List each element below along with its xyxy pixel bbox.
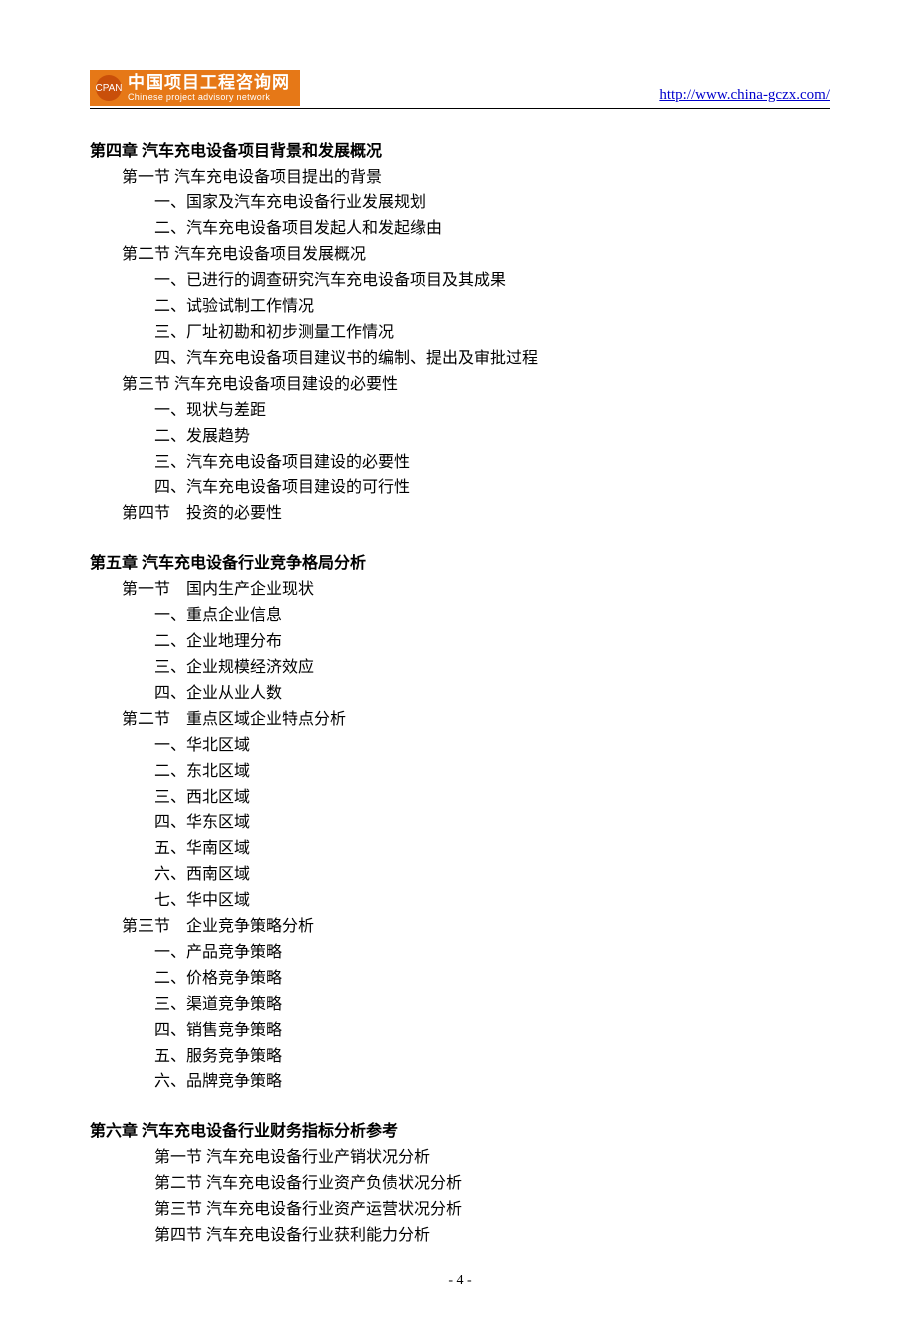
logo-badge-icon: CPAN — [96, 75, 122, 101]
toc-item: 三、厂址初勘和初步测量工作情况 — [90, 320, 830, 346]
toc-item: 三、企业规模经济效应 — [90, 655, 830, 681]
toc-item: 四、华东区域 — [90, 810, 830, 836]
toc-item: 四、销售竞争策略 — [90, 1018, 830, 1044]
toc-item: 一、华北区域 — [90, 733, 830, 759]
section-heading: 第三节 汽车充电设备项目建设的必要性 — [90, 372, 830, 398]
logo-title-cn: 中国项目工程咨询网 — [128, 74, 290, 93]
section-heading: 第三节 汽车充电设备行业资产运营状况分析 — [90, 1197, 830, 1223]
section-heading: 第四节 投资的必要性 — [90, 501, 830, 527]
logo-title-en: Chinese project advisory network — [128, 93, 290, 103]
section-heading: 第二节 汽车充电设备项目发展概况 — [90, 242, 830, 268]
toc-item: 一、重点企业信息 — [90, 603, 830, 629]
toc-item: 二、试验试制工作情况 — [90, 294, 830, 320]
toc-item: 二、发展趋势 — [90, 424, 830, 450]
toc-item: 一、已进行的调查研究汽车充电设备项目及其成果 — [90, 268, 830, 294]
toc-item: 三、西北区域 — [90, 785, 830, 811]
section-heading: 第二节 重点区域企业特点分析 — [90, 707, 830, 733]
toc-item: 二、企业地理分布 — [90, 629, 830, 655]
logo-text: 中国项目工程咨询网 Chinese project advisory netwo… — [128, 74, 290, 103]
toc-item: 一、国家及汽车充电设备行业发展规划 — [90, 190, 830, 216]
toc-item: 六、品牌竞争策略 — [90, 1069, 830, 1095]
section-heading: 第三节 企业竞争策略分析 — [90, 914, 830, 940]
toc-item: 六、西南区域 — [90, 862, 830, 888]
site-logo: CPAN 中国项目工程咨询网 Chinese project advisory … — [90, 70, 300, 106]
toc-item: 三、汽车充电设备项目建设的必要性 — [90, 450, 830, 476]
document-page: CPAN 中国项目工程咨询网 Chinese project advisory … — [0, 0, 920, 1329]
section-heading: 第二节 汽车充电设备行业资产负债状况分析 — [90, 1171, 830, 1197]
toc-item: 五、华南区域 — [90, 836, 830, 862]
toc-item: 二、价格竞争策略 — [90, 966, 830, 992]
toc-item: 四、汽车充电设备项目建议书的编制、提出及审批过程 — [90, 346, 830, 372]
page-header: CPAN 中国项目工程咨询网 Chinese project advisory … — [90, 70, 830, 109]
toc-item: 二、东北区域 — [90, 759, 830, 785]
toc-item: 三、渠道竞争策略 — [90, 992, 830, 1018]
chapter-6-title: 第六章 汽车充电设备行业财务指标分析参考 — [90, 1117, 830, 1141]
section-heading: 第四节 汽车充电设备行业获利能力分析 — [90, 1223, 830, 1249]
section-heading: 第一节 汽车充电设备行业产销状况分析 — [90, 1145, 830, 1171]
section-heading: 第一节 国内生产企业现状 — [90, 577, 830, 603]
page-number: - 4 - — [90, 1273, 830, 1289]
section-heading: 第一节 汽车充电设备项目提出的背景 — [90, 165, 830, 191]
chapter-5-title: 第五章 汽车充电设备行业竞争格局分析 — [90, 549, 830, 573]
toc-item: 一、现状与差距 — [90, 398, 830, 424]
toc-item: 四、汽车充电设备项目建设的可行性 — [90, 475, 830, 501]
chapter-4-title: 第四章 汽车充电设备项目背景和发展概况 — [90, 137, 830, 161]
toc-item: 一、产品竞争策略 — [90, 940, 830, 966]
toc-item: 二、汽车充电设备项目发起人和发起缘由 — [90, 216, 830, 242]
source-url-link[interactable]: http://www.china-gczx.com/ — [659, 87, 830, 106]
toc-item: 四、企业从业人数 — [90, 681, 830, 707]
toc-item: 五、服务竞争策略 — [90, 1044, 830, 1070]
toc-item: 七、华中区域 — [90, 888, 830, 914]
